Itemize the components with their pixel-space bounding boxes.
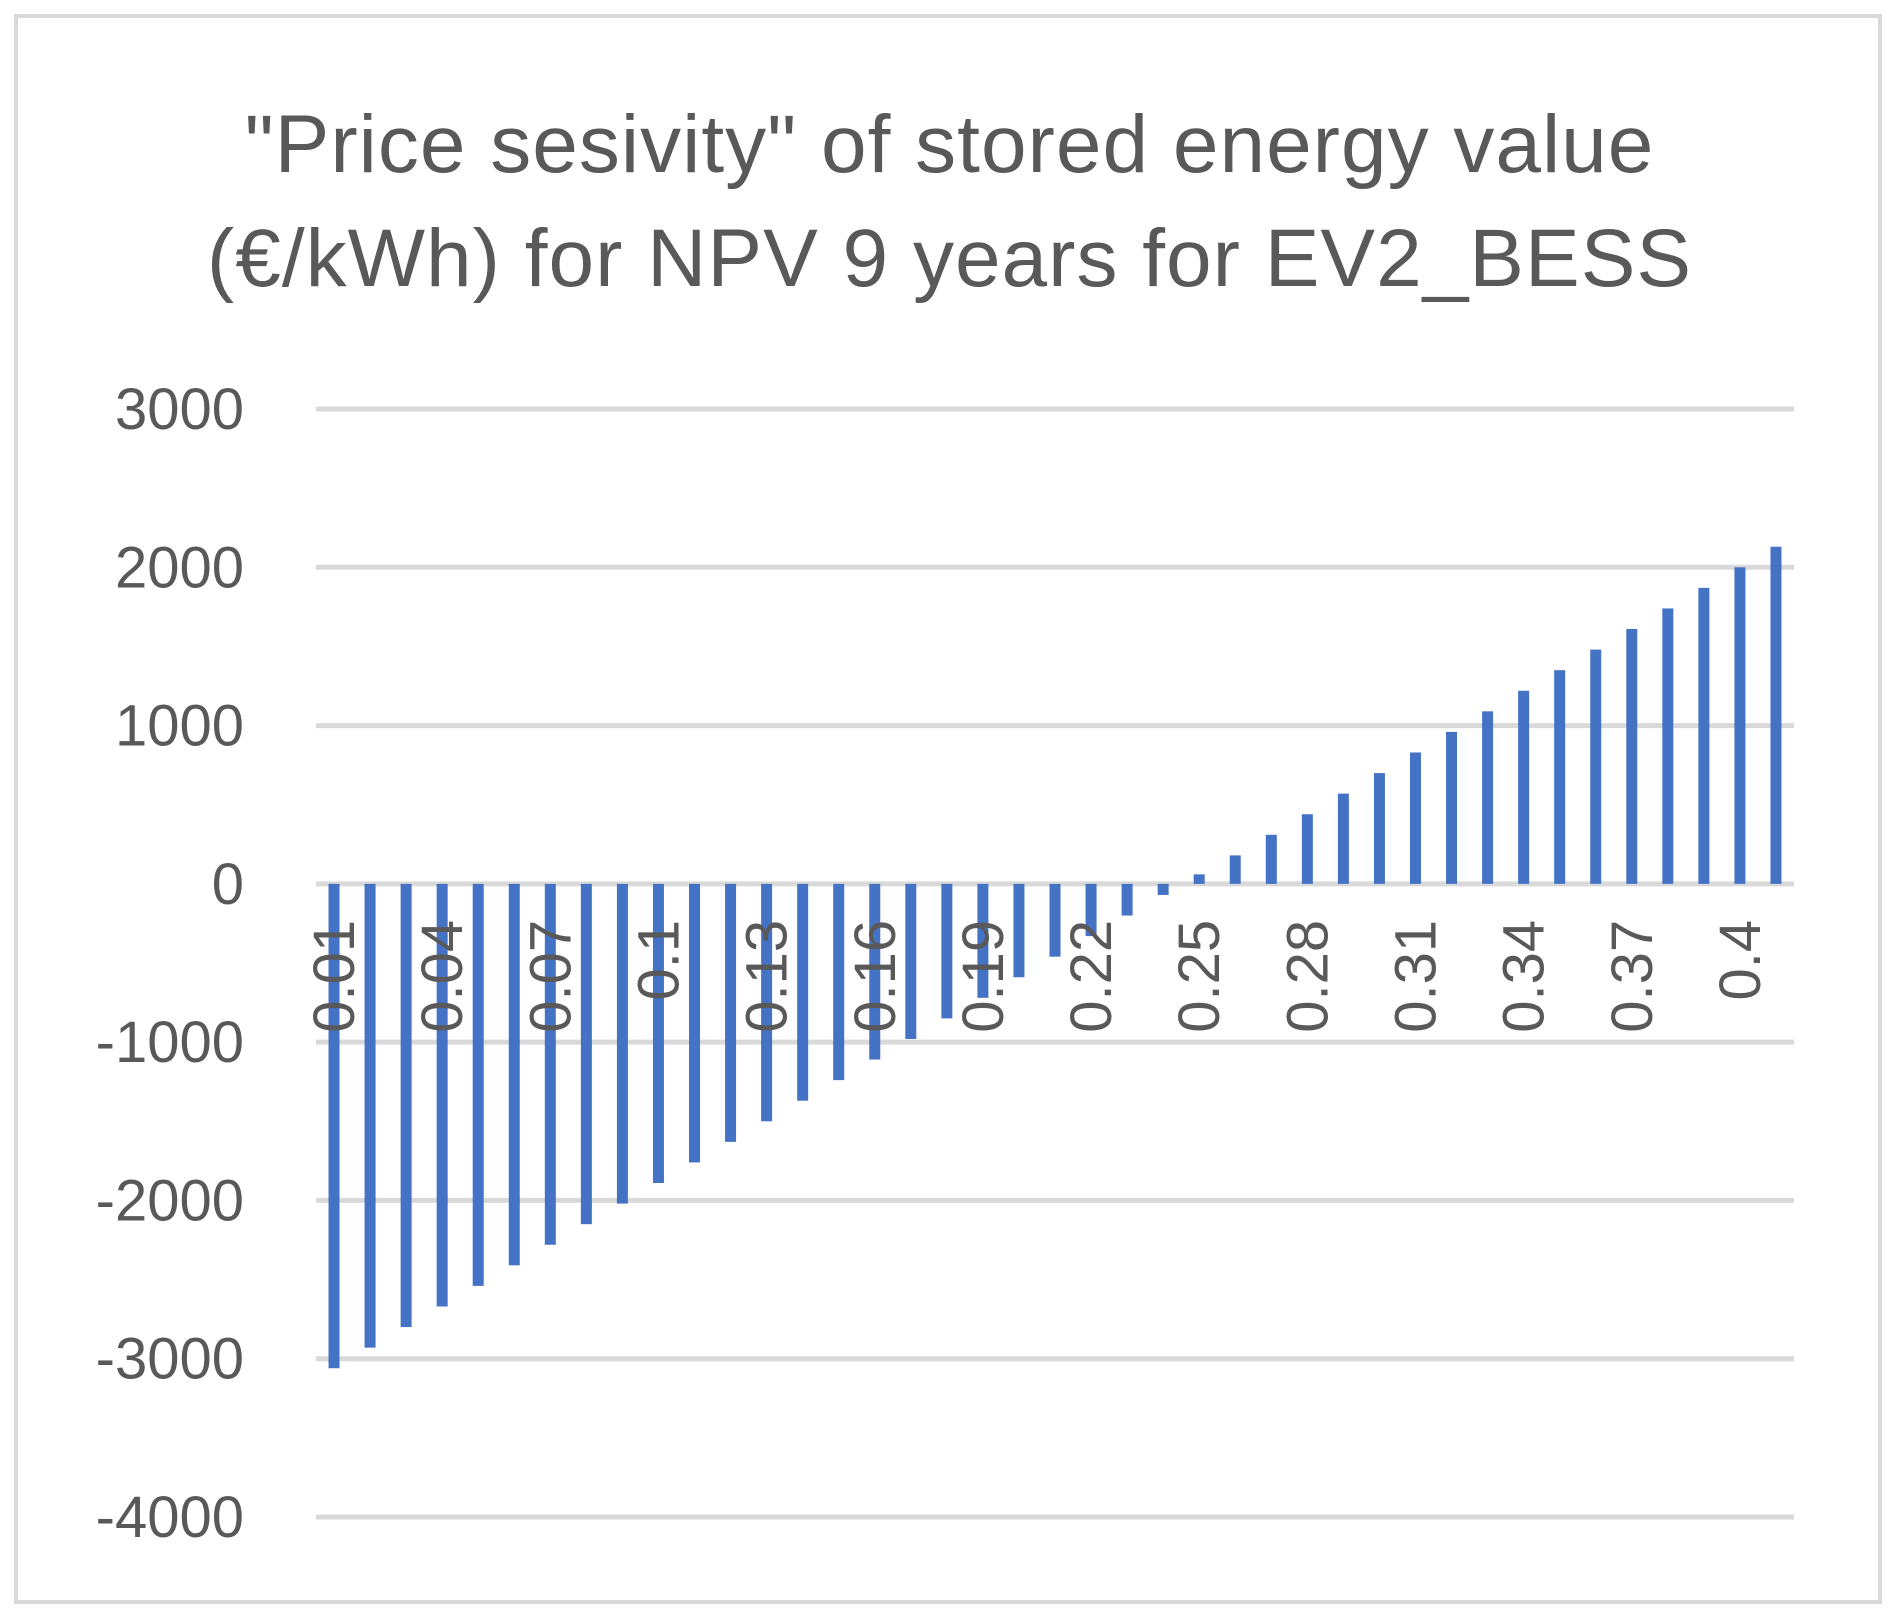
bar-0.34 <box>1518 690 1530 884</box>
bar-0.17 <box>905 883 917 1039</box>
bar-0.05 <box>472 883 484 1286</box>
bar-0.22 <box>1085 883 1097 937</box>
y-tick-label: -3000 <box>96 1327 244 1392</box>
x-tick-label: 0.13 <box>735 920 800 1033</box>
bar-0.31 <box>1409 752 1421 884</box>
x-tick-label: 0.31 <box>1383 920 1448 1033</box>
bar-0.2 <box>1013 883 1025 978</box>
bar-0.39 <box>1698 587 1710 884</box>
y-tick-label: -1000 <box>96 1010 244 1075</box>
bar-0.35 <box>1554 670 1566 884</box>
bar-0.33 <box>1482 711 1494 884</box>
y-tick-label: 0 <box>212 852 244 917</box>
x-tick-label: 0.1 <box>626 920 691 1001</box>
bar-0.1 <box>652 883 664 1184</box>
bar-0.25 <box>1193 874 1205 884</box>
x-tick-label: 0.01 <box>302 920 367 1033</box>
x-tick-label: 0.25 <box>1167 920 1232 1033</box>
x-tick-label: 0.4 <box>1708 920 1773 1001</box>
bar-0.4 <box>1734 567 1746 884</box>
bar-0.23 <box>1121 883 1133 916</box>
chart-title: "Price sesivity" of stored energy value … <box>0 88 1899 316</box>
bar-0.38 <box>1662 608 1674 884</box>
bar-0.14 <box>797 883 809 1101</box>
bar-0.04 <box>436 883 448 1307</box>
bar-0.3 <box>1373 773 1385 884</box>
bar-0.07 <box>544 883 556 1245</box>
bar-0.15 <box>833 883 845 1081</box>
x-tick-label: 0.34 <box>1492 920 1557 1033</box>
bar-0.08 <box>580 883 592 1225</box>
bar-0.29 <box>1337 793 1349 884</box>
bar-0.02 <box>364 883 376 1348</box>
bar-0.21 <box>1049 883 1061 957</box>
y-tick-label: 2000 <box>115 535 244 600</box>
x-tick-label: 0.22 <box>1059 920 1124 1033</box>
x-axis-tick-labels: 0.01 0.04 0.07 0.1 0.13 0.16 0.19 0.22 0.25 0.28 0… <box>302 920 1773 1033</box>
bar-0.01 <box>328 883 340 1369</box>
y-tick-label: 1000 <box>115 694 244 759</box>
bar-0.03 <box>400 883 412 1328</box>
x-tick-label: 0.04 <box>410 920 475 1033</box>
x-tick-label: 0.37 <box>1600 920 1665 1033</box>
y-tick-label: -4000 <box>96 1485 244 1550</box>
y-tick-label: 3000 <box>115 377 244 442</box>
x-tick-label: 0.16 <box>843 920 908 1033</box>
bar-0.26 <box>1229 855 1241 884</box>
bar-0.28 <box>1301 814 1313 884</box>
bar-0.27 <box>1265 834 1277 884</box>
bars <box>328 546 1782 1369</box>
bar-0.12 <box>725 883 737 1142</box>
bar-0.13 <box>761 883 773 1122</box>
bar-0.24 <box>1157 883 1169 895</box>
bar-0.18 <box>941 883 953 1019</box>
bar-0.06 <box>508 883 520 1266</box>
bar-0.11 <box>689 883 701 1163</box>
bar-0.16 <box>869 883 881 1060</box>
y-axis-tick-labels: 3000 2000 1000 0 -1000 -2000 -3000 -4000 <box>96 377 244 1550</box>
bar-0.41 <box>1770 546 1782 884</box>
bar-0.32 <box>1446 731 1458 884</box>
x-tick-label: 0.07 <box>518 920 583 1033</box>
x-tick-label: 0.28 <box>1275 920 1340 1033</box>
chart-frame <box>14 14 1882 1604</box>
bar-0.09 <box>616 883 628 1204</box>
bar-0.36 <box>1590 649 1602 884</box>
bar-0.37 <box>1626 629 1638 884</box>
chart-title-line-2: (€/kWh) for NPV 9 years for EV2_BESS <box>206 213 1693 304</box>
bar-0.19 <box>977 883 989 998</box>
chart-title-line-1: "Price sesivity" of stored energy value <box>244 99 1655 190</box>
x-tick-label: 0.19 <box>951 920 1016 1033</box>
y-tick-label: -2000 <box>96 1168 244 1233</box>
